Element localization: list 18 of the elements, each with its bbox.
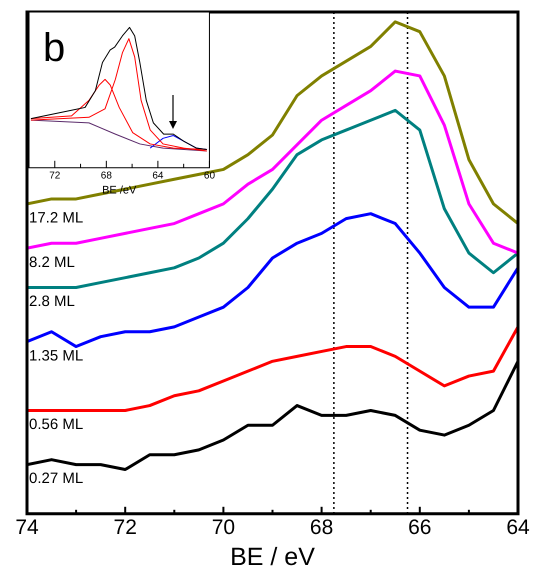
x-tick-label: 60 [204, 170, 216, 182]
x-tick-label: 68 [100, 170, 112, 182]
series-label: 8.2 ML [29, 254, 75, 271]
series-label: 17.2 ML [29, 210, 84, 227]
series-label: 0.56 ML [29, 416, 84, 434]
x-tick-label: 64 [152, 170, 164, 182]
x-tick-label: 74 [15, 516, 39, 540]
annotation: b [43, 26, 66, 70]
series-label: 2.8 ML [29, 293, 75, 310]
x-tick-label: 68 [310, 516, 334, 540]
x-axis-title: BE / eV [230, 542, 316, 571]
series-label: 0.27 ML [29, 470, 84, 488]
series-label: 1.35 ML [29, 347, 84, 364]
x-tick-label: 72 [49, 170, 61, 182]
x-tick-label: 72 [114, 516, 137, 540]
x-tick-label: 66 [408, 516, 432, 540]
x-tick-label: 64 [506, 516, 530, 540]
x-tick-label: 70 [212, 516, 236, 540]
